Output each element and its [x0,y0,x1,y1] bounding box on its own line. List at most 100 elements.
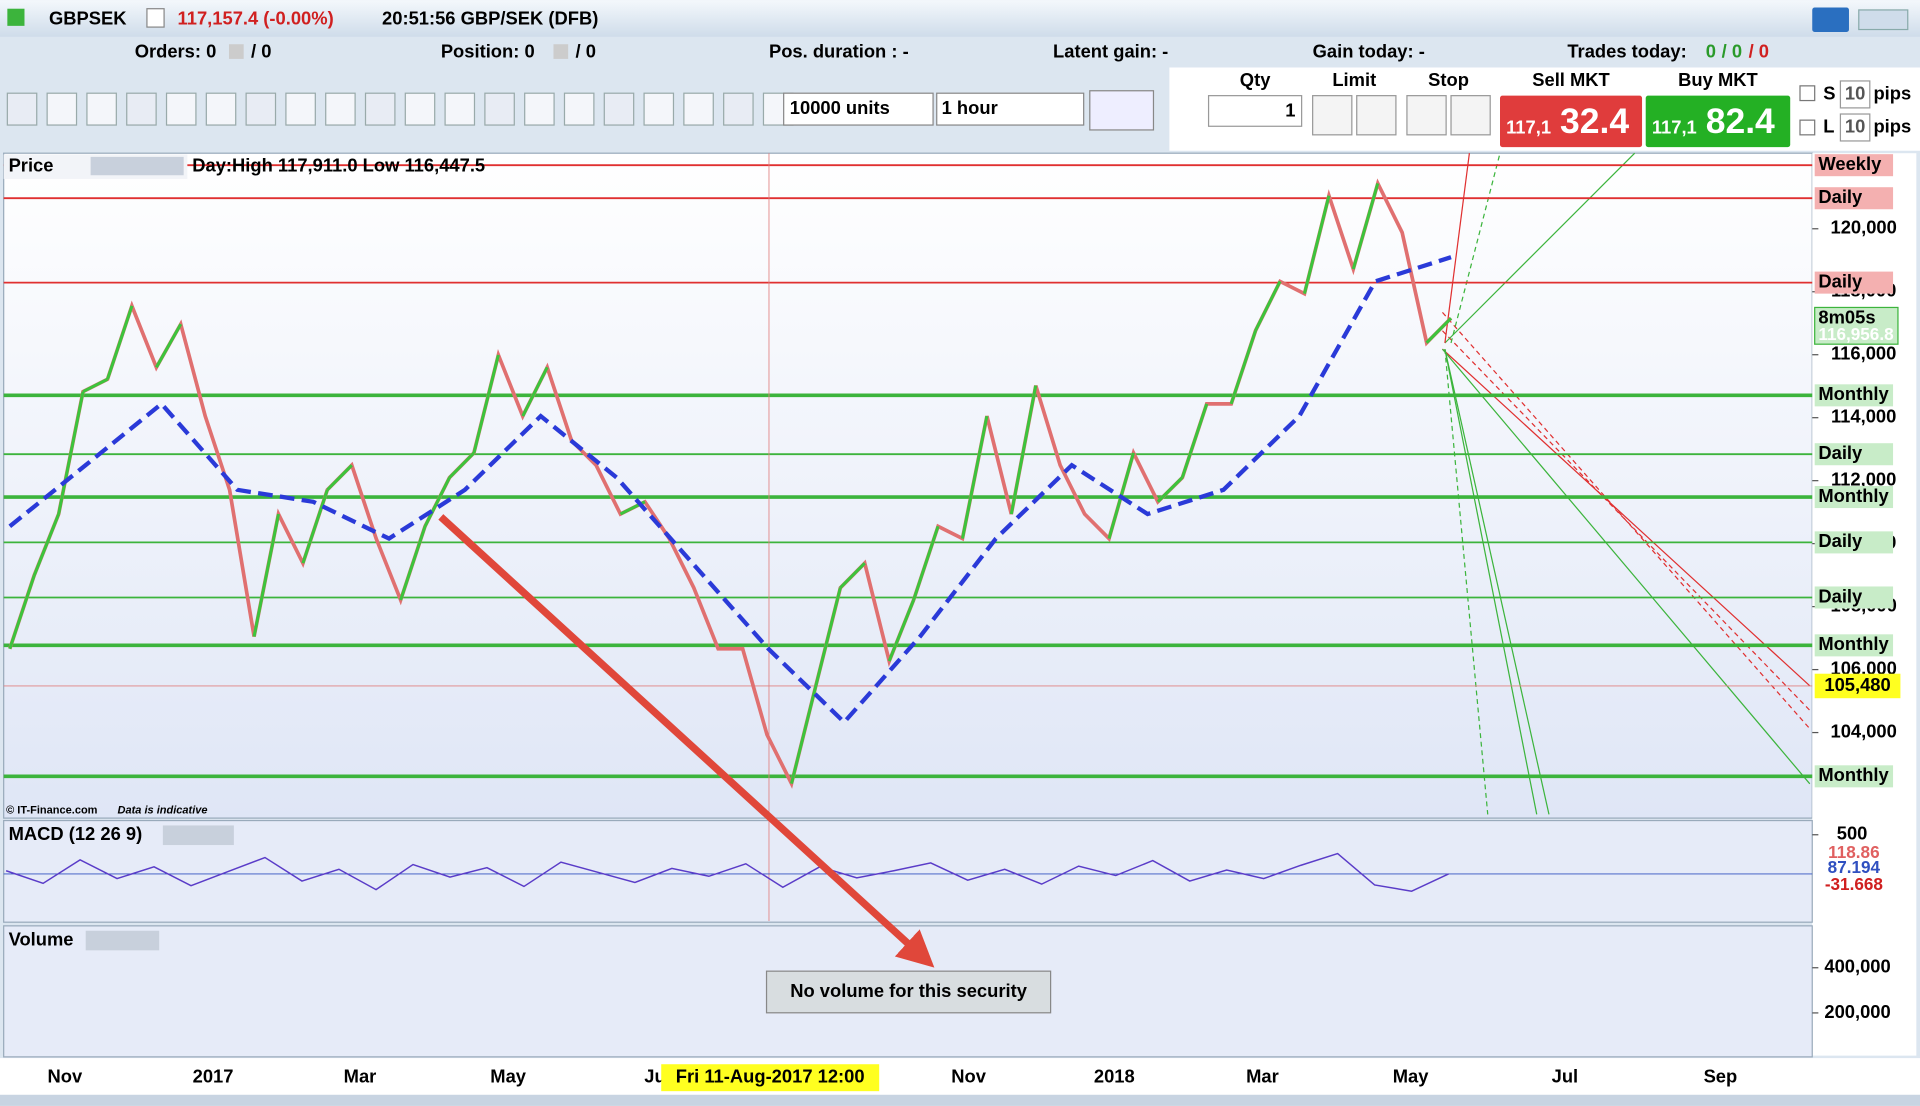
level-tag [1814,765,1894,788]
sell-button[interactable] [1500,95,1643,148]
day-range: Day:High 117,911.0 Low 116,447.5 [192,155,485,176]
checkbox[interactable] [1799,85,1816,102]
crosshair-value-tag [1814,673,1901,699]
limit-button[interactable] [1312,95,1353,136]
tool-button[interactable] [524,92,555,126]
pips-input[interactable] [1839,113,1871,142]
panel-buttons[interactable] [90,156,184,176]
tool-button[interactable] [325,92,356,126]
x-tick-label: May [490,1066,527,1087]
volume-title: Volume [9,928,74,949]
stop-button[interactable] [1450,95,1491,136]
price-up-segment [912,525,940,601]
pips-unit: pips [1873,115,1911,136]
trendline [1442,348,1811,687]
tool-button[interactable] [165,92,197,126]
crosshair-value: 105,480 [1824,674,1890,695]
interval-dropdown[interactable] [936,92,1085,126]
icon[interactable] [228,44,244,59]
level-label: Daily [1818,442,1863,463]
price-up-segment [448,451,476,479]
x-tick-label: Mar [1246,1066,1279,1087]
bottom-bar [0,1094,1920,1106]
limit-button[interactable] [1356,95,1397,136]
tool-button[interactable] [6,92,38,126]
panel-buttons[interactable] [162,825,234,846]
tool-button[interactable] [683,92,714,126]
stop-button[interactable] [1406,95,1447,136]
qty-input[interactable] [1207,95,1303,127]
checkbox[interactable] [1799,119,1816,136]
level-tag [1814,271,1894,294]
buy-price-small: 82.4 [1706,101,1775,141]
price-up-segment [1009,385,1038,515]
x-tick-label: Nov [951,1066,986,1087]
moving-average [8,255,1452,726]
stop-label: Stop [1428,69,1469,90]
tool-button[interactable] [86,92,117,126]
chart-type-button[interactable] [1089,90,1155,131]
window-buttons[interactable] [1858,9,1909,31]
units-dropdown[interactable] [783,92,934,126]
tool-button[interactable] [285,92,316,126]
panel-buttons[interactable] [85,930,160,951]
last-price: 116,956.8 [1818,324,1893,344]
tool-button[interactable] [46,92,78,126]
s-pips: 10 [1845,82,1865,103]
trendline [1444,348,1550,815]
price-up-segment [839,562,866,589]
symbol[interactable]: GBPSEK [49,8,127,29]
level-tag [1814,187,1894,210]
trendline [1444,153,1470,344]
x-tick-label: Mar [344,1066,377,1087]
trendlines [1441,152,1811,815]
tool-button[interactable] [484,92,515,126]
level-tag [1814,586,1894,609]
tool-button[interactable] [245,92,277,126]
app-icon [7,8,25,26]
limit-label: Limit [1332,69,1376,90]
trades-value: / 0 [1749,41,1769,62]
keyboard-button[interactable] [1812,7,1849,32]
level-label: Monthly [1818,485,1889,506]
tool-button[interactable] [404,92,436,126]
x-tick-label: Jul [1552,1066,1579,1087]
buy-button[interactable] [1645,95,1791,148]
pips-input[interactable] [1839,80,1871,109]
price-up-segment [155,323,183,369]
x-tick-label: May [1393,1066,1430,1087]
price-up-segment [399,525,427,601]
price-up-segment [1351,183,1380,270]
tool-button[interactable] [126,92,157,126]
y-tick-label: 200,000 [1824,1001,1890,1022]
buy-price-big: 117,1 [1652,117,1697,138]
tool-button[interactable] [643,92,675,126]
tool-button[interactable] [364,92,396,126]
tool-button[interactable] [444,92,476,126]
level-tag [1814,154,1894,177]
macd-panel [3,819,1813,923]
tool-button[interactable] [205,92,237,126]
volume-message: No volume for this security [790,980,1027,1001]
qty-label: Qty [1240,69,1271,90]
tool-button[interactable] [563,92,595,126]
price-up-segment [521,366,549,417]
price-up-segment [1302,195,1331,295]
level-label: Monthly [1818,633,1889,654]
tool-button[interactable] [603,92,635,126]
tool-button[interactable] [723,92,754,126]
price-up-segment [252,513,280,637]
price-up-segment [887,599,916,662]
duration: Pos. duration : - [769,41,909,62]
pips-unit: pips [1873,82,1911,103]
sell-label: Sell MKT [1532,69,1610,90]
macd-hist: -31.668 [1825,874,1883,894]
quote: 117,157.4 (-0.00%) [178,8,334,29]
y-tick-label: 104,000 [1830,720,1896,741]
icon[interactable] [553,44,569,59]
trendline [1441,348,1811,785]
info-button[interactable] [146,8,165,28]
orders: Orders: 0 [135,41,217,62]
status-bar [0,36,1920,68]
trendline [1444,152,1636,344]
